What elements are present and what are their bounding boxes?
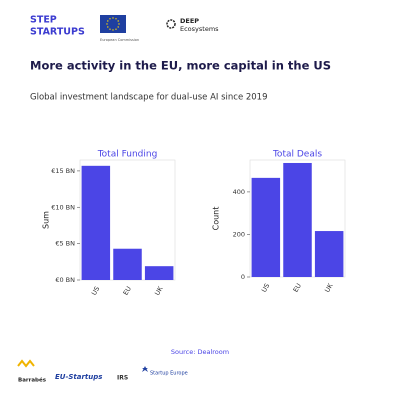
y-tick-label: 0 <box>241 273 245 281</box>
star <box>117 20 119 22</box>
y-axis-label: Count <box>212 207 221 231</box>
star <box>115 28 117 30</box>
barrabes-icon <box>17 359 35 368</box>
star <box>107 26 109 28</box>
x-tick-label: EU <box>122 285 133 297</box>
star <box>112 29 114 31</box>
y-axis-label: Sum <box>42 211 51 229</box>
y-tick-label: €5 BN <box>55 240 75 248</box>
subtitle: Global investment landscape for dual-use… <box>30 93 268 103</box>
eu-stars <box>106 17 120 31</box>
star <box>109 18 111 20</box>
x-tick-label: UK <box>153 284 165 296</box>
star <box>112 17 114 19</box>
bar <box>144 266 174 280</box>
chart-title: Total Funding <box>97 150 158 160</box>
footer-logo: IRS <box>117 375 128 382</box>
logo-text: European Commission <box>100 38 139 42</box>
bar <box>283 162 312 277</box>
y-tick-label: €15 BN <box>51 167 75 175</box>
star <box>115 18 117 20</box>
bar <box>81 165 111 280</box>
star <box>118 23 120 25</box>
bar <box>251 177 281 277</box>
footer-logo: Startup Europe <box>150 371 188 377</box>
y-tick-label: 400 <box>233 188 245 196</box>
x-tick-label: UK <box>323 281 335 293</box>
logo-text: STEP <box>30 15 57 26</box>
star <box>106 23 108 25</box>
star <box>107 20 109 22</box>
chart-title: Total Deals <box>272 150 322 160</box>
source: Source: Dealroom <box>171 348 229 356</box>
footer-logo: EU-Startups <box>55 373 102 381</box>
logo-text: Ecosystems <box>180 25 219 33</box>
title: More activity in the EU, more capital in… <box>30 59 331 73</box>
eu-flag <box>100 15 126 33</box>
star <box>117 26 119 28</box>
x-tick-label: US <box>260 282 271 294</box>
star <box>109 28 111 30</box>
x-tick-label: US <box>90 285 101 297</box>
x-tick-label: EU <box>292 282 303 294</box>
logo-text: DEEP <box>180 17 199 25</box>
y-tick-label: €10 BN <box>51 203 75 211</box>
y-tick-label: €0 BN <box>55 276 75 284</box>
startup-europe-icon <box>142 366 148 372</box>
logo-text: STARTUPS <box>30 27 85 38</box>
y-tick-label: 200 <box>233 230 245 238</box>
deep-icon <box>166 19 176 29</box>
footer-logo: Barrabés <box>18 377 47 384</box>
bar <box>113 248 142 280</box>
bar <box>314 231 344 277</box>
